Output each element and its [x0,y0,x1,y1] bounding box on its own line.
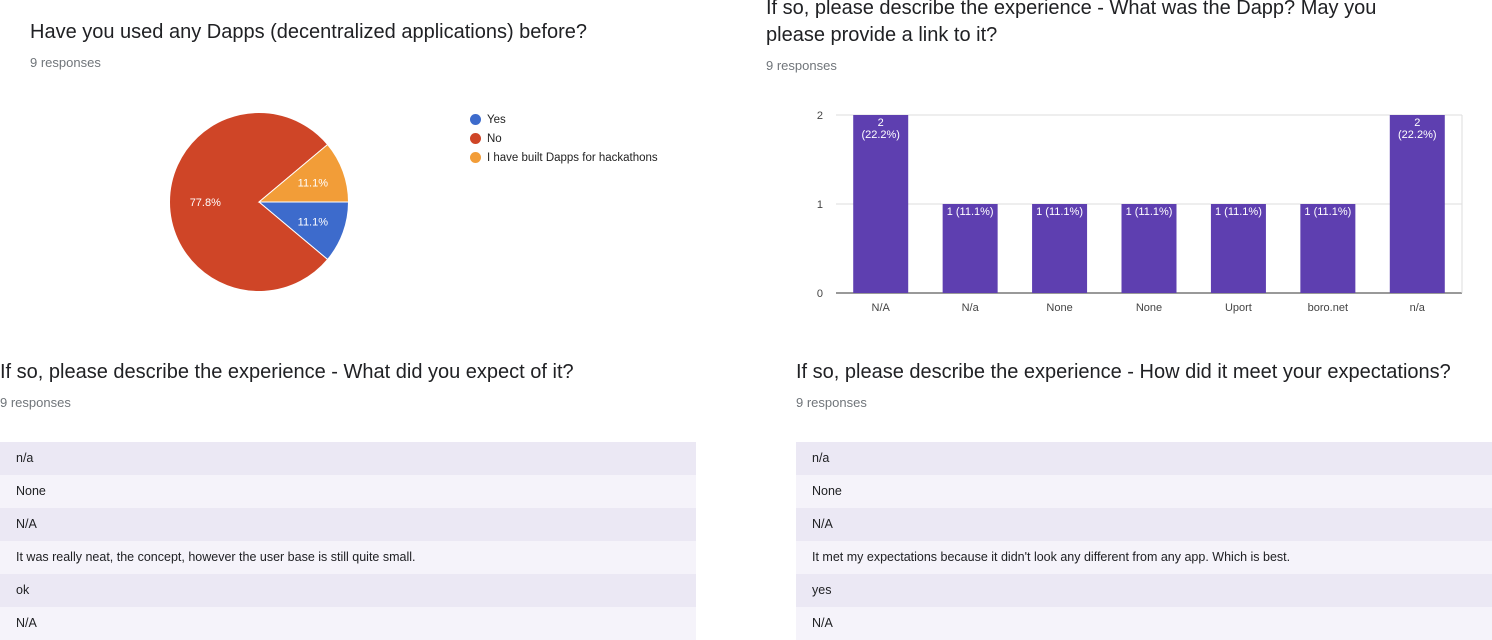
x-tick-label: Uport [1225,302,1252,314]
response-row: ok [0,574,696,607]
q2-title-line-2: please provide a link to it? [766,24,998,46]
bar-data-label: 1 (11.1%) [1126,206,1173,218]
bar-data-label: 2 [878,117,884,129]
q4-response-count: 9 responses [796,395,867,410]
legend-swatch [470,114,481,125]
q3-title: If so, please describe the experience - … [0,361,574,383]
bar-data-label: (22.2%) [1398,129,1437,141]
bar-data-label: 2 [1414,117,1420,129]
bar-data-label: 1 (11.1%) [947,206,994,218]
x-tick-label: N/A [872,302,891,314]
x-tick-label: n/a [1410,302,1426,314]
response-row: n/a [0,442,696,475]
x-tick-label: N/a [962,302,980,314]
response-row: N/A [0,607,696,640]
bar [1389,115,1445,293]
pie-slice-i-have-built-dapps-for-hackathons [257,143,350,203]
bar-data-label: 1 (11.1%) [1036,206,1083,218]
y-tick-label: 2 [817,110,823,122]
q4-title: If so, please describe the experience - … [796,361,1451,383]
bar [853,115,909,293]
bar [942,204,998,293]
pie-slice-no [169,112,329,292]
legend-item: I have built Dapps for hackathons [470,148,658,167]
bar [1300,204,1356,293]
legend-label: Yes [487,113,506,126]
response-row: None [796,475,1492,508]
q2-response-count: 9 responses [766,58,837,73]
legend-label: No [487,132,502,145]
pie-legend: Yes No I have built Dapps for hackathons [470,110,658,167]
response-row: n/a [796,442,1492,475]
q1-title: Have you used any Dapps (decentralized a… [30,21,588,43]
x-tick-label: None [1136,302,1162,314]
response-row: It was really neat, the concept, however… [0,541,696,574]
response-row: N/A [796,607,1492,640]
legend-swatch [470,133,481,144]
q3-response-list: n/a None N/A It was really neat, the concep… [0,442,696,640]
bar [1032,204,1088,293]
pie-slice-label: 11.1% [298,177,329,189]
bar-data-label: 1 (11.1%) [1304,206,1351,218]
pie-slice-label: 77.8% [190,197,221,209]
response-row: It met my expectations because it didn't… [796,541,1492,574]
x-tick-label: boro.net [1308,302,1348,314]
legend-item: No [470,129,658,148]
legend-item: Yes [470,110,658,129]
x-tick-label: None [1046,302,1072,314]
q3-response-count: 9 responses [0,395,71,410]
q1-response-count: 9 responses [30,55,101,70]
y-tick-label: 1 [817,199,823,211]
q4-response-list: n/a None N/A It met my expectations because… [796,442,1492,640]
bar-data-label: (22.2%) [861,129,900,141]
response-row: N/A [796,508,1492,541]
response-row: None [0,475,696,508]
response-row: yes [796,574,1492,607]
legend-label: I have built Dapps for hackathons [487,151,658,164]
bar [1210,204,1266,293]
bar [1121,204,1177,293]
legend-swatch [470,152,481,163]
y-tick-label: 0 [817,288,823,300]
bar-data-label: 1 (11.1%) [1215,206,1262,218]
q2-title-line-1: If so, please describe the experience - … [766,0,1377,19]
pie-slice-label: 11.1% [298,217,329,229]
pie-chart: 11.1% 77.8% 11.1% [169,112,350,292]
response-row: N/A [0,508,696,541]
